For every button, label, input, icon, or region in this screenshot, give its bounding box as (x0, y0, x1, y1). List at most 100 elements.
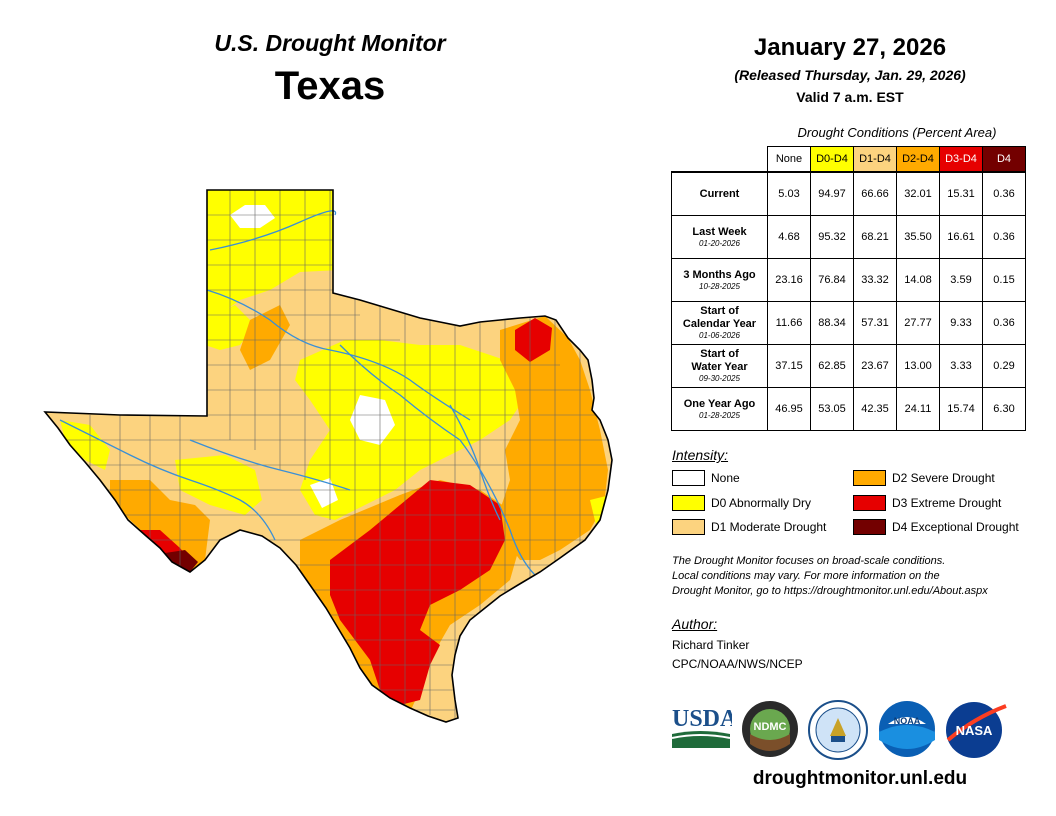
noaa-logo-text: NOAA (894, 716, 921, 726)
table-cell: 37.15 (767, 344, 811, 388)
row-label: One Year Ago 01-28-2025 (671, 387, 768, 431)
d3-northeast (515, 318, 552, 362)
legend-swatch (672, 470, 705, 486)
legend-swatch (672, 495, 705, 511)
website-url: droughtmonitor.unl.edu (752, 768, 968, 789)
map-date: January 27, 2026 (753, 34, 947, 61)
disclaimer-note: The Drought Monitor focuses on broad-sca… (672, 554, 1052, 599)
table-cell: 23.67 (853, 344, 897, 388)
author-title: Author: (672, 616, 718, 632)
table-cell: 57.31 (853, 301, 897, 345)
table-cell: 88.34 (810, 301, 854, 345)
author-org: CPC/NOAA/NWS/NCEP (672, 657, 803, 671)
table-cell: 0.36 (982, 301, 1026, 345)
table-cell: 0.15 (982, 258, 1026, 302)
legend-swatch (853, 519, 886, 535)
d0-far-west (60, 420, 110, 470)
author-name: Richard Tinker (672, 638, 750, 652)
table-cell: 53.05 (810, 387, 854, 431)
pecos-river (59, 419, 276, 541)
nasa-logo: NASA (946, 702, 1007, 758)
intensity-legend-title: Intensity: (672, 447, 729, 463)
col-header-d0-d4: D0-D4 (810, 146, 854, 173)
table-cell: 0.36 (982, 171, 1026, 216)
legend-swatch (672, 519, 705, 535)
valid-time: Valid 7 a.m. EST (796, 89, 904, 105)
table-cell: 9.33 (939, 301, 983, 345)
release-date: (Released Thursday, Jan. 29, 2026) (734, 67, 966, 83)
table-cell: 94.97 (810, 171, 854, 216)
ndmc-logo-text: NDMC (754, 721, 787, 733)
legend-item-d0: D0 Abnormally Dry (672, 495, 811, 511)
table-cell: 13.00 (896, 344, 940, 388)
table-cell: 16.61 (939, 215, 983, 259)
table-cell: 23.16 (767, 258, 811, 302)
table-cell: 14.08 (896, 258, 940, 302)
table-cell: 4.68 (767, 215, 811, 259)
trinity-river (449, 404, 501, 521)
table-cell: 11.66 (767, 301, 811, 345)
col-header-none: None (767, 146, 811, 173)
table-cell: 0.36 (982, 215, 1026, 259)
legend-label: None (711, 471, 740, 485)
row-label: Last Week 01-20-2026 (671, 215, 768, 259)
row-date: 01-20-2026 (699, 238, 740, 248)
d2-big-bend (110, 480, 210, 572)
legend-swatch (853, 495, 886, 511)
table-cell: 3.33 (939, 344, 983, 388)
row-label-text-2: Calendar Year (682, 318, 757, 330)
row-label-text: Last Week (692, 225, 747, 238)
d3-south-central (330, 480, 505, 705)
legend-item-d1: D1 Moderate Drought (672, 519, 826, 535)
legend-item-d2: D2 Severe Drought (853, 470, 995, 486)
row-label-text: Start of (700, 348, 739, 360)
legend-label: D2 Severe Drought (892, 471, 995, 485)
none-panhandle-region (230, 205, 275, 228)
note-line: Local conditions may vary. For more info… (672, 570, 940, 582)
row-date: 01-28-2025 (699, 410, 740, 420)
table-cell: 66.66 (853, 171, 897, 216)
drought-statistics-table: None D0-D4 D1-D4 D2-D4 D3-D4 D4 Current … (671, 146, 1026, 431)
monitor-title: U.S. Drought Monitor (214, 30, 446, 56)
note-line: The Drought Monitor focuses on broad-sca… (672, 555, 946, 567)
legend-label: D1 Moderate Drought (711, 520, 827, 534)
row-label-text: One Year Ago (683, 397, 756, 410)
table-cell: 42.35 (853, 387, 897, 431)
note-line: Drought Monitor, go to https://droughtmo… (672, 585, 988, 597)
row-label: Current (671, 171, 768, 216)
table-cell: 0.29 (982, 344, 1026, 388)
colorado-river (189, 439, 351, 491)
col-header-d2-d4: D2-D4 (896, 146, 940, 173)
legend-swatch (853, 470, 886, 486)
row-label-text: 3 Months Ago (683, 268, 756, 281)
legend-label: D3 Extreme Drought (892, 496, 1002, 510)
ndmc-logo: NDMC (742, 701, 798, 757)
row-date: 10-28-2025 (699, 281, 740, 291)
brazos-river (339, 344, 536, 576)
row-label: Start of Calendar Year 01-06-2026 (671, 301, 768, 345)
col-header-d3-d4: D3-D4 (939, 146, 983, 173)
d1-south-tip (430, 690, 458, 722)
table-row: 3 Months Ago 10-28-2025 23.16 76.84 33.32… (671, 258, 1026, 302)
table-row: Current 5.03 94.97 66.66 32.01 15.31 0.3… (671, 171, 1026, 216)
table-row: Start of Calendar Year 01-06-2026 11.66 88… (671, 301, 1026, 345)
nasa-logo-text: NASA (956, 723, 993, 738)
legend-label: D0 Abnormally Dry (711, 496, 812, 510)
table-row: Start of Water Year 09-30-2025 37.15 62.85… (671, 344, 1026, 388)
legend-label: D4 Exceptional Drought (892, 520, 1019, 534)
table-cell: 62.85 (810, 344, 854, 388)
table-header-row: None D0-D4 D1-D4 D2-D4 D3-D4 D4 (672, 146, 1026, 173)
row-label: 3 Months Ago 10-28-2025 (671, 258, 768, 302)
d2-east-region (500, 316, 608, 560)
legend-item-d3: D3 Extreme Drought (853, 495, 1001, 511)
commerce-seal-logo (808, 700, 868, 760)
table-cell: 46.95 (767, 387, 811, 431)
row-label: Start of Water Year 09-30-2025 (671, 344, 768, 388)
usda-logo: USDA (671, 706, 732, 748)
table-cell: 32.01 (896, 171, 940, 216)
texas-drought-map (43, 189, 613, 723)
noaa-logo: NOAA (879, 701, 935, 757)
none-small-region (310, 478, 338, 508)
table-cell: 24.11 (896, 387, 940, 431)
table-cell: 3.59 (939, 258, 983, 302)
